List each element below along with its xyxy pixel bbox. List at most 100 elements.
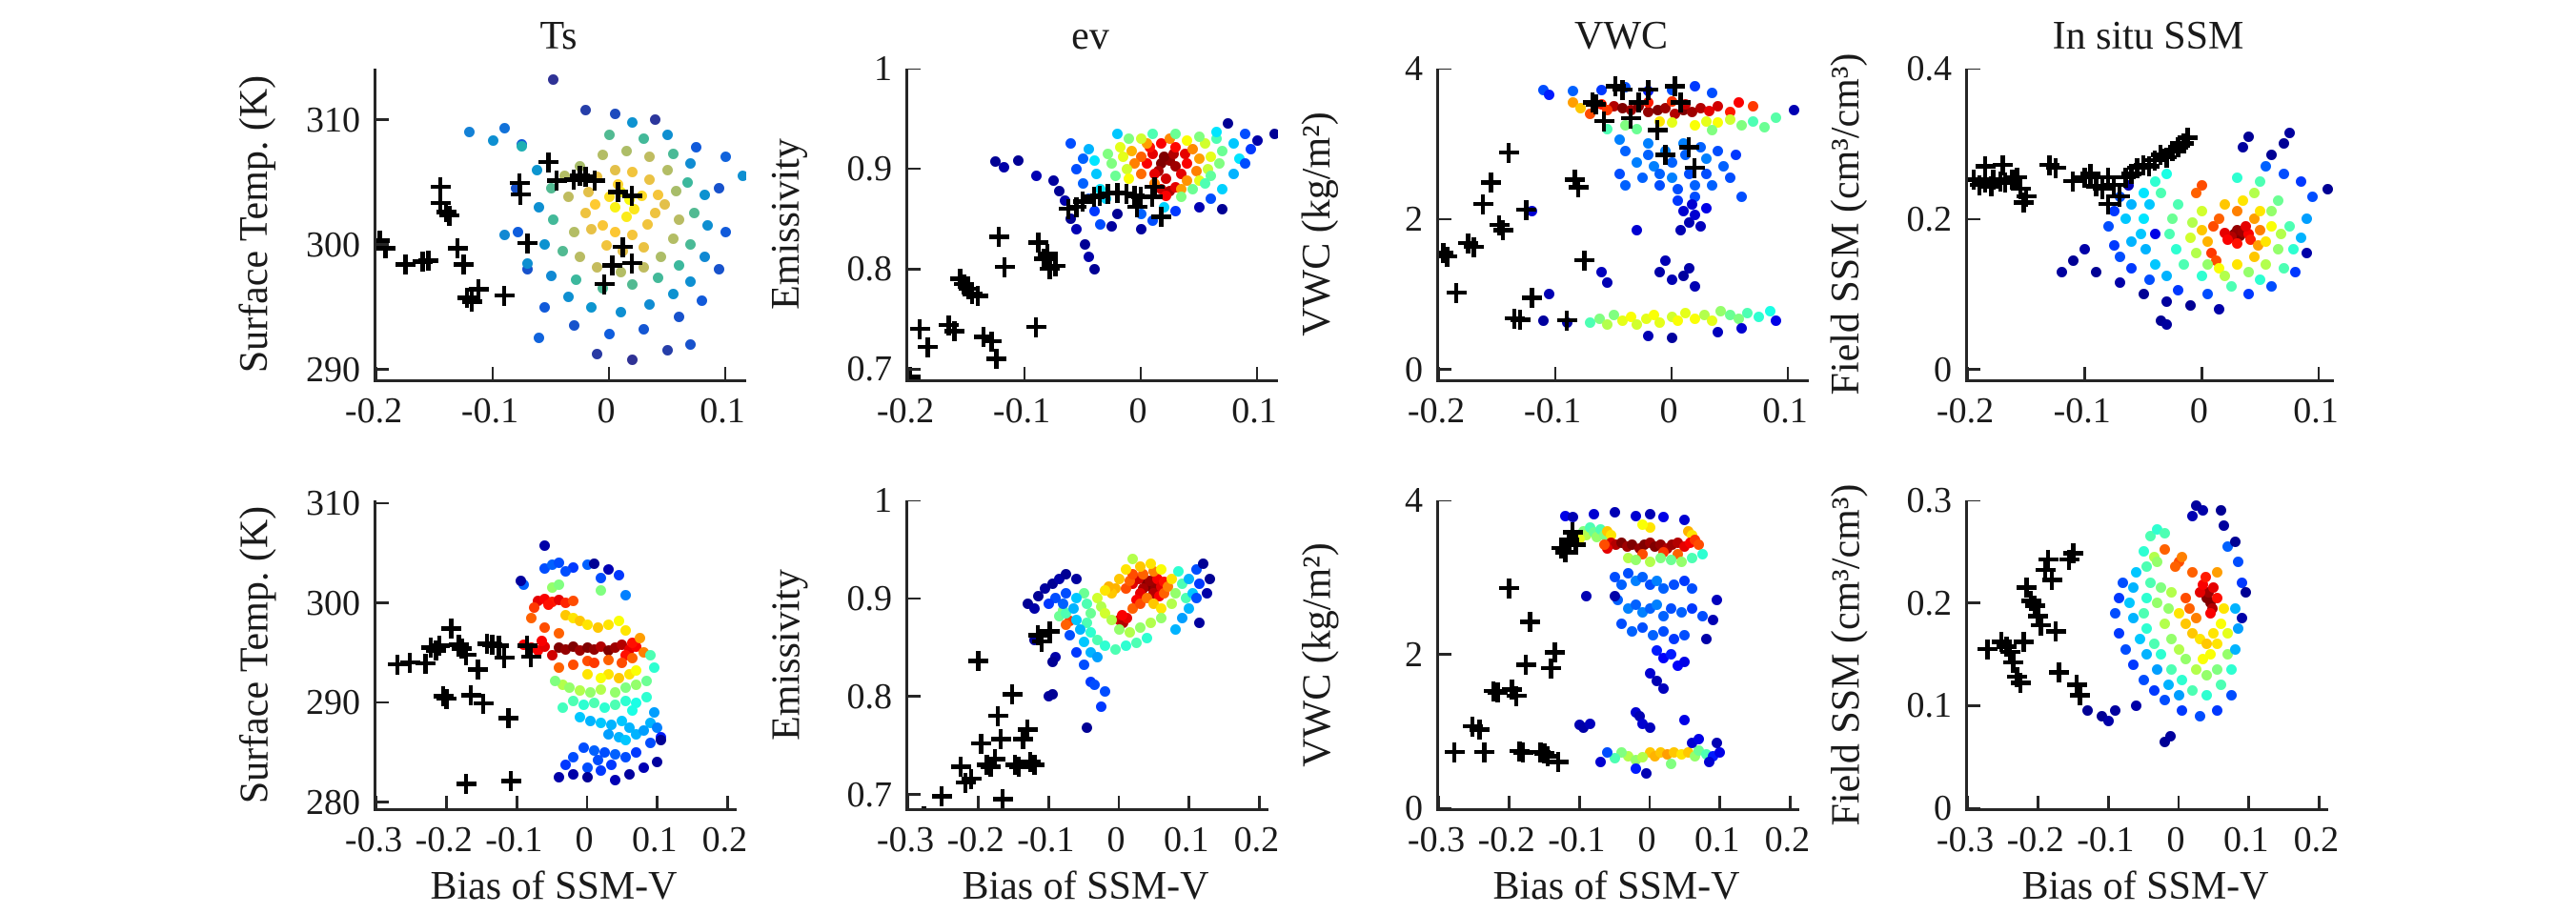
x-tick-label: 0.1 (700, 391, 745, 431)
scatter-dot (1182, 135, 1193, 147)
scatter-dot (2126, 236, 2138, 248)
scatter-dot (1640, 768, 1652, 780)
scatter-dot (699, 252, 710, 263)
scatter-dot (1075, 624, 1086, 636)
scatter-dot (487, 135, 498, 147)
scatter-dot (2141, 561, 2153, 573)
scatter-dot (1660, 254, 1672, 266)
scatter-dot (2205, 247, 2217, 258)
scatter-dot (1077, 153, 1088, 165)
scatter-dot (1106, 158, 1118, 170)
plus-marker (982, 331, 1003, 352)
x-tick-mark (445, 796, 448, 808)
scatter-dot (539, 622, 551, 634)
scatter-dot (1613, 595, 1624, 606)
scatter-dot (2225, 664, 2237, 676)
scatter-dot (554, 642, 565, 654)
x-tick-mark (1786, 367, 1790, 379)
plus-marker (2020, 591, 2041, 611)
scatter-dot (2170, 243, 2181, 254)
scatter-dot (602, 669, 614, 680)
plus-marker (2157, 147, 2178, 168)
plus-marker (1066, 196, 1087, 217)
scatter-dot (554, 772, 565, 783)
scatter-dot (1216, 183, 1227, 194)
scatter-dot (1630, 755, 1641, 766)
scatter-dot (667, 289, 679, 300)
scatter-dot (2200, 572, 2211, 583)
plus-marker (2045, 621, 2066, 642)
scatter-dot (2215, 680, 2226, 691)
scatter-dot (2138, 546, 2149, 558)
plus-marker (1678, 137, 1699, 158)
scatter-dot (2177, 674, 2188, 685)
scatter-dot (2141, 649, 2153, 660)
y-tick-label: 0.8 (846, 676, 893, 717)
plus-marker (2063, 543, 2084, 564)
scatter-dot (1071, 573, 1083, 584)
x-tick-label: -0.1 (2053, 391, 2111, 431)
scatter-dot (1679, 514, 1691, 525)
scatter-dot (2237, 194, 2248, 206)
plus-marker (2066, 675, 2087, 696)
scatter-dot (2149, 229, 2160, 240)
x-tick-label: -0.2 (2006, 820, 2064, 860)
scatter-dot (2242, 131, 2254, 142)
scatter-dot (1251, 135, 1263, 147)
scatter-dot (2143, 274, 2155, 285)
scatter-dot (2161, 270, 2173, 281)
plus-marker (1474, 741, 1495, 762)
plus-marker (2002, 170, 2023, 191)
plus-marker (1028, 233, 1049, 254)
plus-marker (2028, 606, 2049, 627)
plus-marker (950, 269, 971, 290)
scatter-dot (1734, 97, 1745, 109)
scatter-dot (644, 737, 656, 748)
scatter-dot (568, 320, 579, 332)
scatter-dot (1193, 201, 1205, 213)
scatter-dot (2159, 695, 2170, 706)
scatter-dot (1092, 634, 1104, 645)
scatter-dot (586, 301, 598, 313)
scatter-dot (1630, 510, 1641, 521)
scatter-dot (2212, 664, 2223, 676)
x-tick-mark (2318, 796, 2321, 808)
scatter-dot (1694, 744, 1705, 756)
scatter-dot (545, 270, 557, 281)
scatter-dot (1085, 607, 1097, 619)
scatter-dot (1609, 753, 1620, 763)
scatter-dot (588, 697, 599, 708)
scatter-dot (1640, 313, 1652, 324)
x-tick-label: -0.3 (1936, 820, 1995, 860)
y-tick-mark (1439, 217, 1451, 221)
scatter-dot (1673, 549, 1684, 560)
scatter-dot (1135, 208, 1146, 219)
scatter-dot (1158, 152, 1169, 163)
plus-marker (1593, 111, 1614, 132)
plus-marker (988, 227, 1009, 248)
scatter-dot (2202, 258, 2213, 270)
plus-marker (2038, 549, 2059, 570)
scatter-dot (1013, 155, 1024, 167)
plot-title: Ts (539, 14, 578, 58)
scatter-dot (2296, 175, 2307, 187)
scatter-dot (2161, 318, 2173, 330)
scatter-dot (702, 220, 714, 232)
y-tick-mark (1439, 69, 1451, 71)
scatter-dot (1046, 657, 1058, 668)
scatter-dot (1029, 602, 1041, 614)
scatter-dot (1203, 163, 1214, 174)
scatter-dot (539, 593, 551, 604)
scatter-dot (2231, 206, 2242, 217)
scatter-dot (1046, 578, 1058, 589)
scatter-dot (1199, 178, 1210, 190)
plus-marker (1558, 530, 1579, 551)
x-tick-label: -0.1 (1017, 820, 1075, 860)
scatter-dot (2204, 649, 2216, 660)
scatter-dot (1078, 588, 1089, 599)
scatter-dot (2138, 674, 2149, 685)
x-tick-label: 0 (1128, 391, 1147, 431)
y-tick-mark (1439, 653, 1451, 656)
plus-marker (468, 279, 489, 300)
scatter-dot (2122, 179, 2134, 191)
